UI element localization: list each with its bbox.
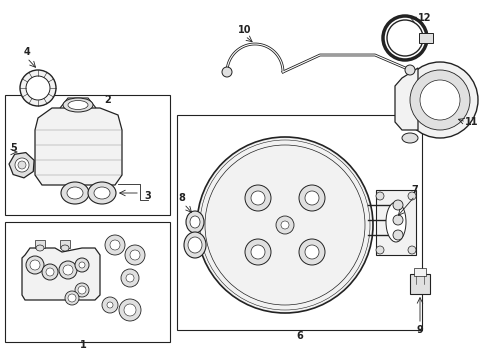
Bar <box>418 33 432 43</box>
Polygon shape <box>22 248 100 300</box>
Text: 10: 10 <box>238 25 251 35</box>
Ellipse shape <box>67 187 83 199</box>
Circle shape <box>419 80 459 120</box>
Circle shape <box>79 262 85 268</box>
Bar <box>5 222 170 342</box>
Ellipse shape <box>298 239 325 265</box>
Circle shape <box>407 246 415 254</box>
Circle shape <box>392 230 402 240</box>
Circle shape <box>20 70 56 106</box>
Circle shape <box>222 67 231 77</box>
Circle shape <box>124 304 136 316</box>
Ellipse shape <box>94 187 110 199</box>
Bar <box>60 240 70 248</box>
Text: 2: 2 <box>104 95 111 105</box>
Text: 4: 4 <box>23 47 30 57</box>
Ellipse shape <box>61 182 89 204</box>
Bar <box>375 190 415 255</box>
Circle shape <box>119 299 141 321</box>
Bar <box>35 240 45 248</box>
Circle shape <box>375 192 383 200</box>
Ellipse shape <box>401 133 417 143</box>
Text: 7: 7 <box>411 185 418 195</box>
Text: 1: 1 <box>80 340 86 350</box>
Text: 3: 3 <box>144 191 151 201</box>
Circle shape <box>392 215 402 225</box>
Circle shape <box>392 200 402 210</box>
Ellipse shape <box>275 216 293 234</box>
Circle shape <box>401 62 477 138</box>
Polygon shape <box>394 68 417 130</box>
Circle shape <box>375 246 383 254</box>
Circle shape <box>15 158 29 172</box>
Text: 5: 5 <box>11 143 18 153</box>
Circle shape <box>409 70 469 130</box>
Circle shape <box>121 269 139 287</box>
Ellipse shape <box>190 216 200 228</box>
Circle shape <box>18 161 26 169</box>
Circle shape <box>404 65 414 75</box>
Polygon shape <box>35 108 122 185</box>
Circle shape <box>26 256 44 274</box>
Ellipse shape <box>250 245 264 259</box>
Circle shape <box>68 294 76 302</box>
Circle shape <box>110 240 120 250</box>
Text: 9: 9 <box>416 325 423 335</box>
Circle shape <box>65 291 79 305</box>
Circle shape <box>78 286 86 294</box>
Ellipse shape <box>88 182 116 204</box>
Ellipse shape <box>36 245 44 251</box>
Bar <box>5 95 170 215</box>
Circle shape <box>130 250 140 260</box>
Ellipse shape <box>298 185 325 211</box>
Bar <box>409 274 429 294</box>
Circle shape <box>26 76 50 100</box>
Circle shape <box>126 274 134 282</box>
Circle shape <box>63 265 73 275</box>
Ellipse shape <box>281 221 288 229</box>
Text: 12: 12 <box>417 13 431 23</box>
Circle shape <box>105 235 125 255</box>
Ellipse shape <box>385 202 405 242</box>
Circle shape <box>75 258 89 272</box>
Ellipse shape <box>68 100 88 109</box>
Ellipse shape <box>187 237 202 253</box>
Circle shape <box>197 137 372 313</box>
Text: 11: 11 <box>464 117 478 127</box>
Text: 6: 6 <box>296 331 303 341</box>
Bar <box>413 268 425 276</box>
Circle shape <box>42 264 58 280</box>
Ellipse shape <box>61 245 69 251</box>
Circle shape <box>407 192 415 200</box>
Circle shape <box>107 302 113 308</box>
Polygon shape <box>9 153 34 178</box>
Circle shape <box>125 245 145 265</box>
Ellipse shape <box>185 211 203 233</box>
Circle shape <box>75 283 89 297</box>
Text: 8: 8 <box>178 193 185 203</box>
Ellipse shape <box>305 191 318 205</box>
Ellipse shape <box>63 98 93 112</box>
Bar <box>177 115 421 330</box>
Ellipse shape <box>305 245 318 259</box>
Circle shape <box>59 261 77 279</box>
Ellipse shape <box>244 185 270 211</box>
Circle shape <box>30 260 40 270</box>
Ellipse shape <box>244 239 270 265</box>
Circle shape <box>102 297 118 313</box>
Circle shape <box>46 268 54 276</box>
Ellipse shape <box>183 232 205 258</box>
Ellipse shape <box>250 191 264 205</box>
